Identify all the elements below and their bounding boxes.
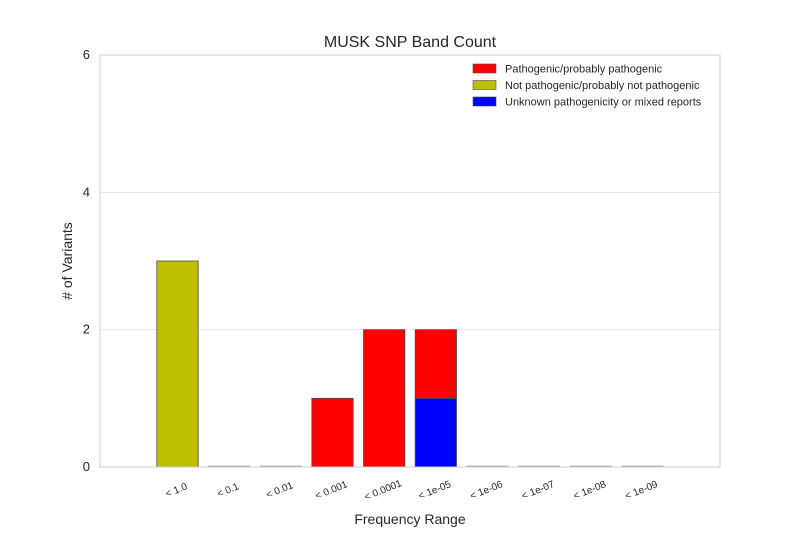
legend-entry: Pathogenic/probably pathogenic [505,64,663,76]
grid-lines [100,191,720,331]
plot-frame [99,54,721,468]
bar [414,397,457,468]
y-tick-label: 0 [83,459,90,474]
y-tick-label: 6 [83,47,90,62]
bar [414,329,457,399]
bar [311,397,354,468]
legend-swatch [472,80,497,90]
y-tick-labels: 0 2 4 6 [83,47,90,474]
chart-title: MUSK SNP Band Count [324,34,497,51]
y-tick-label: 2 [83,322,90,337]
legend-swatch [472,96,497,107]
bars [156,260,664,468]
y-axis-label: # of Variants [59,222,75,300]
legend: Pathogenic/probably pathogenic Not pathog… [472,63,702,109]
legend-swatch [472,63,497,74]
legend-entry: Not pathogenic/probably not pathogenic [505,80,700,92]
bar [156,260,199,468]
bar [363,329,406,468]
legend-entry: Unknown pathogenicity or mixed reports [505,97,702,109]
x-axis-label: Frequency Range [354,511,466,527]
y-tick-label: 4 [83,184,90,199]
